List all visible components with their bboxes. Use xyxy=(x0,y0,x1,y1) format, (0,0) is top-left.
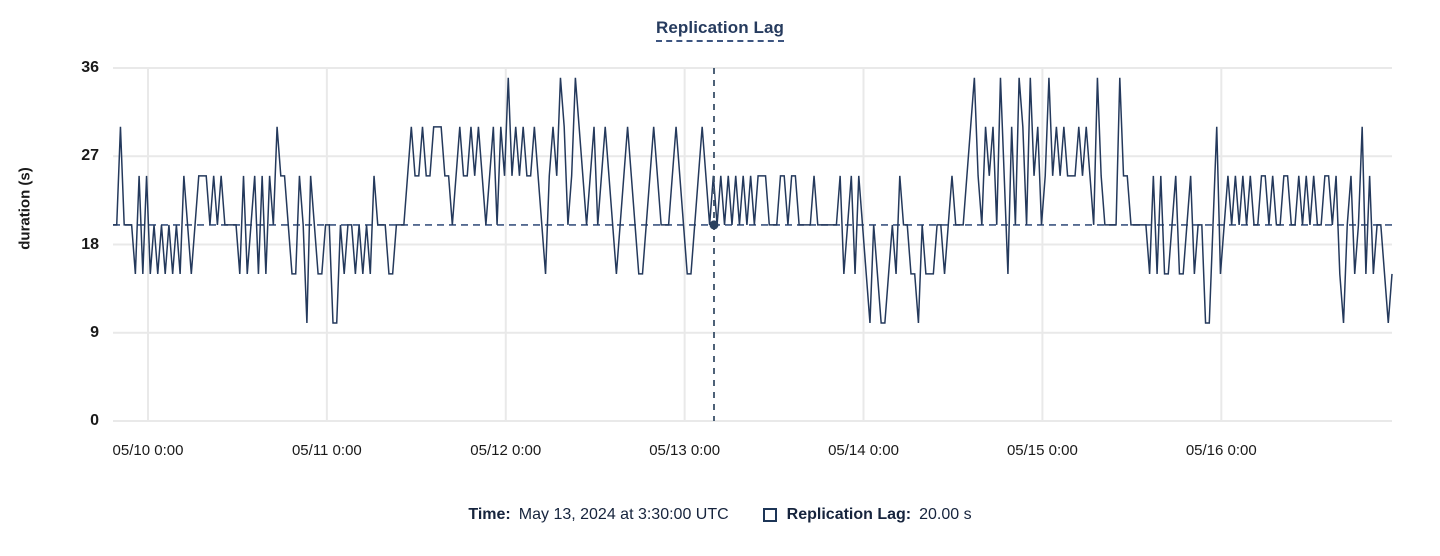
footer-time-group: Time: May 13, 2024 at 3:30:00 UTC xyxy=(468,505,728,525)
x-tick-label: 05/12 0:00 xyxy=(470,442,542,459)
footer-series-label: Replication Lag: xyxy=(786,506,912,523)
y-tick-label: 27 xyxy=(81,147,99,165)
footer-series-group[interactable]: Replication Lag: 20.00 s xyxy=(762,505,972,525)
footer-time-value: May 13, 2024 at 3:30:00 UTC xyxy=(518,506,729,523)
y-axis-label: duration (s) xyxy=(16,167,34,250)
y-tick-label: 36 xyxy=(81,59,99,76)
legend-swatch-icon[interactable] xyxy=(762,508,777,522)
x-tick-label: 05/16 0:00 xyxy=(1185,442,1257,459)
chart-title-text: Replication Lag xyxy=(655,18,785,42)
series-line-replication-lag xyxy=(113,77,1393,324)
x-tick-label: 05/10 0:00 xyxy=(112,442,184,459)
y-tick-label: 9 xyxy=(90,323,99,341)
footer-time-label: Time: xyxy=(468,506,511,523)
y-tick-label: 18 xyxy=(81,235,99,253)
y-tick-label: 0 xyxy=(90,412,99,429)
x-tick-label: 05/15 0:00 xyxy=(1006,442,1078,459)
x-tick-label: 05/11 0:00 xyxy=(291,442,362,459)
x-tick-label: 05/13 0:00 xyxy=(649,442,721,459)
gridlines xyxy=(113,67,1392,422)
chart-footer: Time: May 13, 2024 at 3:30:00 UTC Replic… xyxy=(0,505,1440,525)
footer-series-value: 20.00 s xyxy=(919,506,972,523)
crosshair-point-marker[interactable] xyxy=(709,220,719,230)
chart-title[interactable]: Replication Lag xyxy=(0,18,1440,42)
x-tick-label: 05/14 0:00 xyxy=(828,442,899,459)
